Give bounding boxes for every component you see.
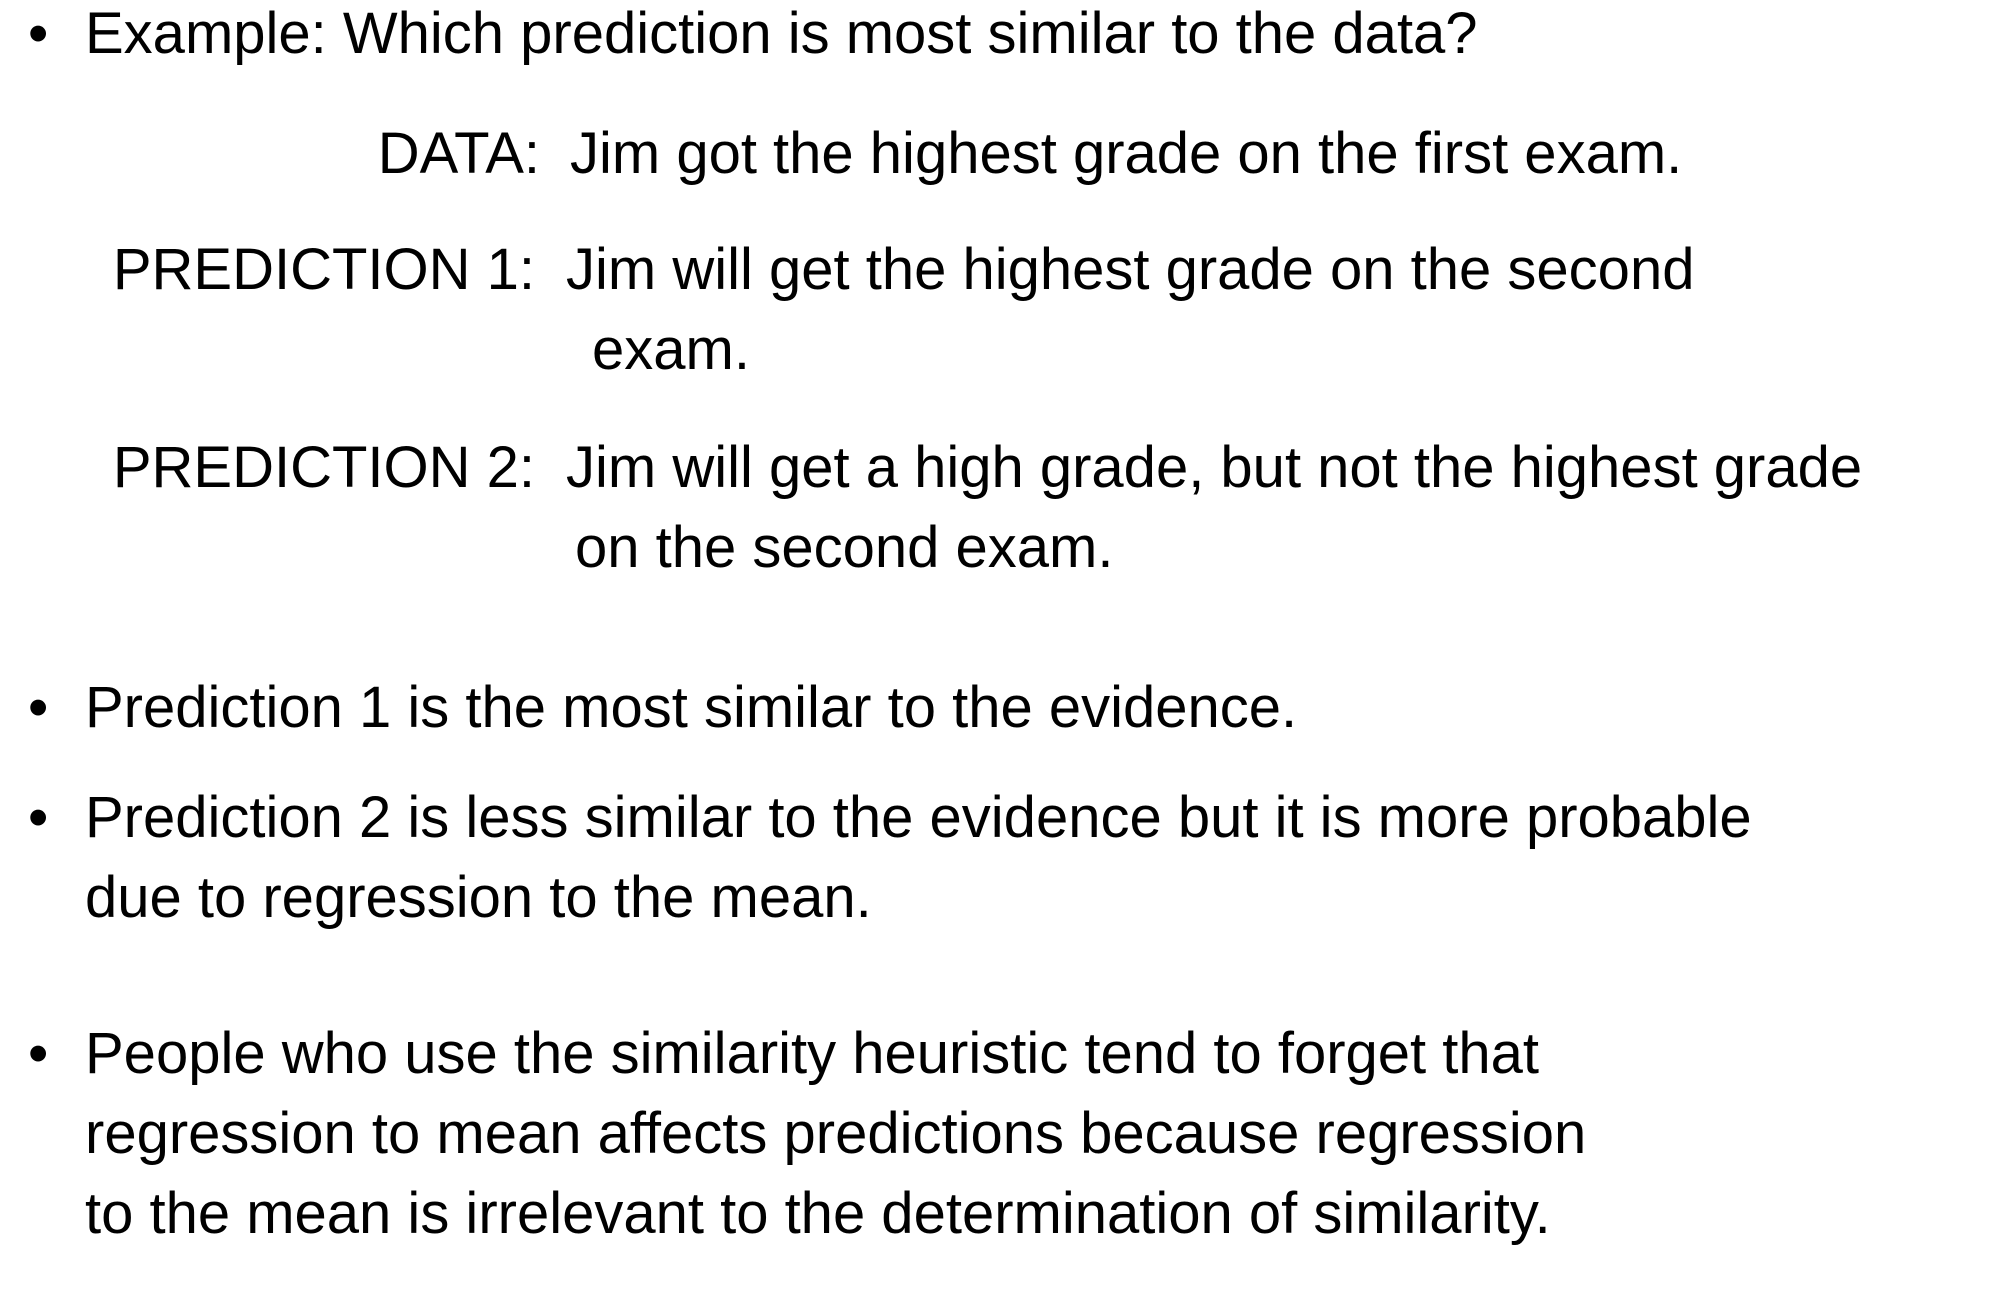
prediction1-text-line2: exam. <box>592 317 750 382</box>
bullet-2-line-1: Prediction 2 is less similar to the evid… <box>85 785 1752 850</box>
bullet-marker: • <box>28 785 49 850</box>
data-label: DATA: <box>377 121 540 186</box>
prediction2-text-line1: Jim will get a high grade, but not the h… <box>566 435 1863 500</box>
bullet-3-line-1: People who use the similarity heuristic … <box>85 1021 1539 1086</box>
bullet-marker: • <box>28 1 49 66</box>
bullet-1-line-1: Prediction 1 is the most similar to the … <box>85 675 1298 740</box>
prediction1-text-line1: Jim will get the highest grade on the se… <box>566 237 1695 302</box>
bullet-3-line-3: to the mean is irrelevant to the determi… <box>85 1181 1551 1246</box>
prediction1-label: PREDICTION 1: <box>112 237 535 302</box>
bullet-marker: • <box>28 1021 49 1086</box>
data-text: Jim got the highest grade on the first e… <box>570 121 1683 186</box>
prediction2-text-line2: on the second exam. <box>575 515 1114 580</box>
example-heading: Example: Which prediction is most simila… <box>85 1 1478 66</box>
bullet-2-line-2: due to regression to the mean. <box>85 865 872 930</box>
prediction2-label: PREDICTION 2: <box>112 435 535 500</box>
bullet-marker: • <box>28 675 49 740</box>
bullet-3-line-2: regression to mean affects predictions b… <box>85 1101 1587 1166</box>
